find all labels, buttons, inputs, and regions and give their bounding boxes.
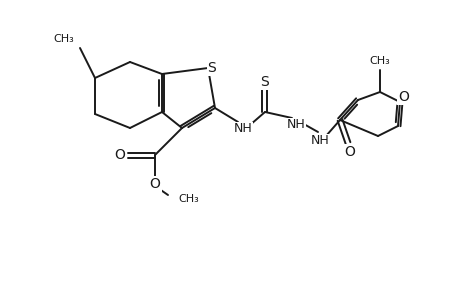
Text: NH: NH xyxy=(310,134,329,148)
Text: S: S xyxy=(207,61,216,75)
Text: O: O xyxy=(344,145,355,159)
Text: NH: NH xyxy=(233,122,252,136)
Text: NH: NH xyxy=(286,118,305,131)
Text: O: O xyxy=(397,90,409,104)
Text: CH₃: CH₃ xyxy=(53,34,74,44)
Text: S: S xyxy=(260,75,269,89)
Text: O: O xyxy=(114,148,125,162)
Text: CH₃: CH₃ xyxy=(369,56,390,66)
Text: O: O xyxy=(149,177,160,191)
Text: CH₃: CH₃ xyxy=(178,194,198,204)
